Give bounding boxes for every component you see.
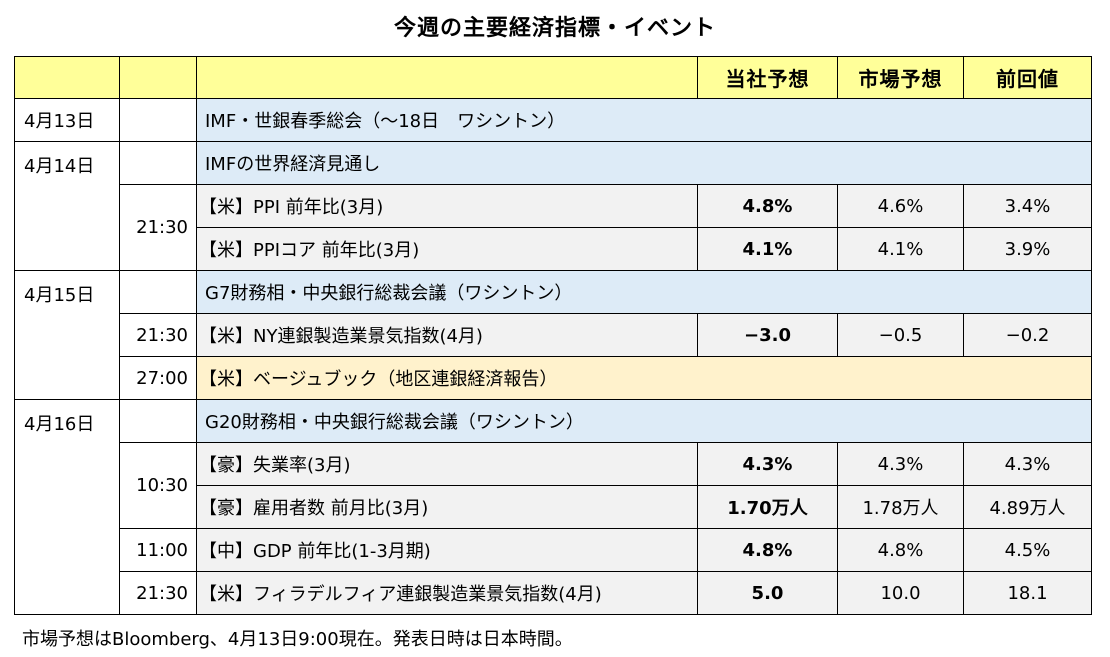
event-cell-beige-book: 【米】ベージュブック（地区連銀経済報告） [196, 356, 1092, 400]
time-cell [119, 399, 197, 443]
market-forecast-value: 4.8% [837, 528, 964, 572]
table-row: 11:00 【中】GDP 前年比(1-3月期) 4.8% 4.8% 4.5% [15, 528, 1092, 572]
economic-calendar-table: 当社予想 市場予想 前回値 4月13日 IMF・世銀春季総会（～18日 ワシント… [14, 56, 1092, 615]
date-cell: 4月13日 [14, 98, 120, 142]
table-row: 21:30 【米】フィラデルフィア連銀製造業景気指数(4月) 5.0 10.0 … [15, 571, 1092, 615]
market-forecast-value: 10.0 [837, 571, 964, 615]
our-forecast-value: −3.0 [697, 313, 838, 357]
indicator-name: 【豪】雇用者数 前月比(3月) [196, 485, 698, 529]
time-cell [119, 98, 197, 142]
previous-value: 3.9% [963, 227, 1092, 271]
previous-value: 4.89万人 [963, 485, 1092, 529]
market-forecast-value: 1.78万人 [837, 485, 964, 529]
header-market-forecast: 市場予想 [837, 56, 964, 99]
time-cell: 21:30 [119, 184, 197, 271]
previous-value: 18.1 [963, 571, 1092, 615]
previous-value: 3.4% [963, 184, 1092, 228]
previous-value: 4.3% [963, 442, 1092, 486]
previous-value: 4.5% [963, 528, 1092, 572]
event-cell: IMFの世界経済見通し [196, 141, 1092, 185]
header-event [196, 56, 698, 99]
header-time [119, 56, 197, 99]
market-forecast-value: 4.6% [837, 184, 964, 228]
indicator-name: 【米】PPIコア 前年比(3月) [196, 227, 698, 271]
header-our-forecast: 当社予想 [697, 56, 838, 99]
event-cell: G20財務相・中央銀行総裁会議（ワシントン） [196, 399, 1092, 443]
event-cell: IMF・世銀春季総会（～18日 ワシントン） [196, 98, 1092, 142]
event-cell: G7財務相・中央銀行総裁会議（ワシントン） [196, 270, 1092, 314]
our-forecast-value: 4.8% [697, 528, 838, 572]
our-forecast-value: 4.3% [697, 442, 838, 486]
market-forecast-value: −0.5 [837, 313, 964, 357]
indicator-name: 【中】GDP 前年比(1-3月期) [196, 528, 698, 572]
table-row: 21:30 【米】NY連銀製造業景気指数(4月) −3.0 −0.5 −0.2 [15, 313, 1092, 357]
our-forecast-value: 4.8% [697, 184, 838, 228]
previous-value: −0.2 [963, 313, 1092, 357]
time-cell: 27:00 [119, 356, 197, 400]
table-row: 【米】PPIコア 前年比(3月) 4.1% 4.1% 3.9% [15, 227, 1092, 271]
time-cell [119, 270, 197, 314]
market-forecast-value: 4.1% [837, 227, 964, 271]
indicator-name: 【米】フィラデルフィア連銀製造業景気指数(4月) [196, 571, 698, 615]
time-cell: 10:30 [119, 442, 197, 529]
table-row: 4月13日 IMF・世銀春季総会（～18日 ワシントン） [14, 98, 1092, 142]
table-row: 4月16日 G20財務相・中央銀行総裁会議（ワシントン） [14, 399, 1092, 615]
header-row: 当社予想 市場予想 前回値 [14, 56, 1092, 99]
indicator-name: 【米】PPI 前年比(3月) [196, 184, 698, 228]
table-row: 【豪】雇用者数 前月比(3月) 1.70万人 1.78万人 4.89万人 [15, 485, 1092, 529]
table-row: 10:30 【豪】失業率(3月) 4.3% 4.3% 4.3% [15, 442, 1092, 529]
date-cell: 4月15日 [14, 270, 120, 400]
our-forecast-value: 4.1% [697, 227, 838, 271]
table-row: 21:30 【米】PPI 前年比(3月) 4.8% 4.6% 3.4% [15, 184, 1092, 271]
header-previous: 前回値 [963, 56, 1092, 99]
page-title: 今週の主要経済指標・イベント [393, 16, 716, 41]
our-forecast-value: 1.70万人 [697, 485, 838, 529]
header-date [14, 56, 120, 99]
indicator-name: 【豪】失業率(3月) [196, 442, 698, 486]
indicator-name: 【米】NY連銀製造業景気指数(4月) [196, 313, 698, 357]
footnote: 市場予想はBloomberg、4月13日9:00現在。発表日時は日本時間。 [22, 629, 573, 650]
table-row: 27:00 【米】ベージュブック（地区連銀経済報告） [15, 356, 1092, 400]
date-cell: 4月16日 [14, 399, 120, 615]
time-cell: 21:30 [119, 313, 197, 357]
date-cell: 4月14日 [14, 141, 120, 271]
table-row: 4月14日 IMFの世界経済見通し [14, 141, 1092, 271]
market-forecast-value: 4.3% [837, 442, 964, 486]
time-cell: 11:00 [119, 528, 197, 572]
time-cell: 21:30 [119, 571, 197, 615]
table-row: 4月15日 G7財務相・中央銀行総裁会議（ワシントン） [14, 270, 1092, 400]
our-forecast-value: 5.0 [697, 571, 838, 615]
time-cell [119, 141, 197, 185]
